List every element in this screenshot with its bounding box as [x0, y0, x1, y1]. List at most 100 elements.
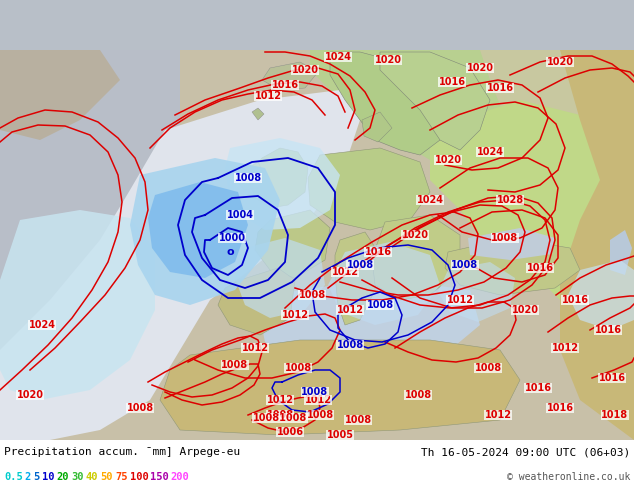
Text: 1012: 1012: [484, 410, 512, 420]
Text: 1016: 1016: [526, 263, 553, 273]
Polygon shape: [480, 50, 634, 200]
Text: 1020: 1020: [512, 305, 538, 315]
Text: 1012: 1012: [304, 395, 332, 405]
Text: 1020: 1020: [292, 65, 318, 75]
Polygon shape: [610, 230, 632, 275]
Text: 1016: 1016: [439, 77, 465, 87]
Text: 1008: 1008: [337, 340, 363, 350]
Text: 1008: 1008: [221, 360, 249, 370]
Text: 1008: 1008: [306, 410, 333, 420]
Text: 1024: 1024: [477, 147, 503, 157]
Text: 1012: 1012: [552, 343, 578, 353]
Text: 1020: 1020: [547, 57, 574, 67]
Text: 100: 100: [129, 472, 148, 482]
Text: 1008: 1008: [404, 390, 432, 400]
Text: 1008: 1008: [235, 173, 262, 183]
Polygon shape: [0, 50, 634, 440]
Text: 1008: 1008: [301, 387, 328, 397]
Polygon shape: [225, 138, 340, 230]
Text: Th 16-05-2024 09:00 UTC (06+03): Th 16-05-2024 09:00 UTC (06+03): [421, 447, 630, 457]
Text: 1024: 1024: [325, 52, 351, 62]
Polygon shape: [160, 340, 520, 435]
Text: o: o: [226, 247, 234, 257]
Text: 1008: 1008: [451, 260, 479, 270]
Text: 30: 30: [71, 472, 84, 482]
Polygon shape: [330, 52, 450, 155]
Polygon shape: [255, 210, 330, 278]
Polygon shape: [248, 148, 308, 208]
Polygon shape: [260, 278, 480, 360]
Text: 1020: 1020: [375, 55, 401, 65]
Polygon shape: [236, 162, 264, 190]
Text: 1024: 1024: [417, 195, 444, 205]
Polygon shape: [430, 100, 634, 350]
Bar: [0, 440, 634, 490]
Text: 1008: 1008: [474, 363, 501, 373]
Text: 1016: 1016: [365, 247, 392, 257]
Polygon shape: [0, 50, 120, 140]
Text: 10: 10: [42, 472, 55, 482]
Polygon shape: [310, 50, 540, 180]
Polygon shape: [335, 232, 378, 325]
Text: 10081008: 10081008: [253, 413, 307, 423]
Text: 1008: 1008: [491, 233, 519, 243]
Polygon shape: [0, 50, 260, 410]
Text: 5: 5: [33, 472, 39, 482]
Text: 1024: 1024: [29, 320, 56, 330]
Text: 50: 50: [100, 472, 113, 482]
Polygon shape: [362, 112, 392, 142]
Text: 20: 20: [56, 472, 69, 482]
Polygon shape: [148, 182, 248, 278]
Polygon shape: [468, 228, 555, 260]
Text: 1000: 1000: [219, 233, 245, 243]
Polygon shape: [380, 52, 490, 150]
Polygon shape: [560, 50, 634, 440]
Text: 1006: 1006: [276, 427, 304, 437]
Text: 200: 200: [171, 472, 189, 482]
Text: 1016: 1016: [562, 295, 588, 305]
Text: 1016: 1016: [486, 83, 514, 93]
Text: Precipitation accum. ¯mm] Arpege-eu: Precipitation accum. ¯mm] Arpege-eu: [4, 447, 240, 457]
Text: 2: 2: [24, 472, 30, 482]
Text: 1008: 1008: [346, 260, 373, 270]
Text: 1012: 1012: [242, 343, 269, 353]
Polygon shape: [308, 148, 430, 230]
Text: 1020: 1020: [16, 390, 44, 400]
Polygon shape: [438, 262, 515, 322]
Text: 1012: 1012: [254, 91, 281, 101]
Text: © weatheronline.co.uk: © weatheronline.co.uk: [507, 472, 630, 482]
Bar: [0, 440, 634, 490]
Text: 1004: 1004: [226, 210, 254, 220]
Polygon shape: [252, 108, 264, 120]
Text: 1008: 1008: [344, 415, 372, 425]
Text: 75: 75: [115, 472, 127, 482]
Text: 1012: 1012: [332, 267, 358, 277]
Text: 150: 150: [150, 472, 169, 482]
Text: 1016: 1016: [598, 373, 626, 383]
Text: 1012: 1012: [266, 395, 294, 405]
Text: 1016: 1016: [547, 403, 574, 413]
Text: 1020: 1020: [467, 63, 493, 73]
Text: 1012: 1012: [281, 310, 309, 320]
Text: 1016: 1016: [271, 80, 299, 90]
Polygon shape: [0, 90, 360, 440]
Text: 1012: 1012: [446, 295, 474, 305]
Text: 1016: 1016: [524, 383, 552, 393]
Polygon shape: [568, 260, 634, 330]
Polygon shape: [130, 158, 280, 305]
Text: 1008: 1008: [285, 363, 311, 373]
Text: 1028: 1028: [496, 195, 524, 205]
Text: 1020: 1020: [401, 230, 429, 240]
Text: 1008: 1008: [299, 290, 326, 300]
Bar: [0, 0, 634, 440]
Polygon shape: [262, 62, 318, 90]
Text: 1016: 1016: [595, 325, 621, 335]
Text: 1008: 1008: [266, 410, 294, 420]
Text: 0.5: 0.5: [4, 472, 23, 482]
Text: 1008: 1008: [126, 403, 153, 413]
Text: 40: 40: [86, 472, 98, 482]
Text: 1005: 1005: [327, 430, 354, 440]
Text: 1020: 1020: [434, 155, 462, 165]
Text: 1018: 1018: [602, 410, 628, 420]
Polygon shape: [235, 238, 325, 318]
